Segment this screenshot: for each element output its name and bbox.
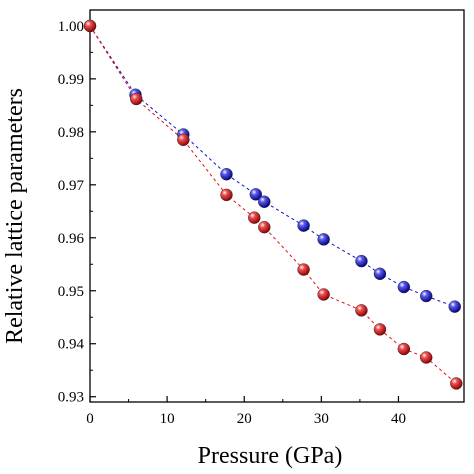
y-tick-label: 0.96 xyxy=(58,231,85,247)
series-0-point xyxy=(249,188,262,201)
x-axis-title: Pressure (GPa) xyxy=(198,443,343,469)
series-1-point xyxy=(130,92,143,106)
y-tick-label: 0.98 xyxy=(58,125,84,141)
series-1-point xyxy=(220,188,233,202)
series-0-point xyxy=(297,219,310,232)
y-axis-title: Relative lattice parameters xyxy=(2,88,28,344)
y-tick-label: 1.00 xyxy=(58,19,84,35)
y-tick-label: 0.95 xyxy=(58,284,84,300)
series-1-point xyxy=(355,304,368,317)
series-1-point xyxy=(177,133,190,146)
y-axis-ticks: 0.93 0.94 0.95 0.96 0.97 0.98 0.99 1.00 xyxy=(58,19,96,406)
series-0-point xyxy=(355,254,368,268)
x-axis-ticks: 0 10 20 30 40 xyxy=(86,396,406,427)
series-0-point xyxy=(448,300,461,313)
series-1-point xyxy=(297,263,310,276)
series-layer xyxy=(83,19,463,390)
series-0-point xyxy=(373,267,387,281)
series-1-point xyxy=(248,211,261,224)
x-tick-label: 30 xyxy=(314,411,329,427)
x-tick-label: 20 xyxy=(237,411,252,427)
series-0-point xyxy=(397,280,411,294)
series-1-point xyxy=(450,377,463,390)
series-1-line xyxy=(89,25,457,384)
y-tick-label: 0.99 xyxy=(58,72,84,88)
series-1-point xyxy=(397,342,411,356)
x-tick-label: 40 xyxy=(391,411,406,427)
y-tick-label: 0.93 xyxy=(58,390,84,406)
series-0-point xyxy=(420,289,433,303)
series-0-line xyxy=(89,25,455,308)
x-tick-label: 0 xyxy=(86,411,94,427)
series-0-point xyxy=(317,233,330,246)
series-1-point xyxy=(420,351,433,364)
series-1-point xyxy=(317,288,330,301)
y-tick-label: 0.97 xyxy=(58,178,85,194)
series-0-point xyxy=(258,195,271,208)
series-1-point xyxy=(258,220,271,234)
y-tick-label: 0.94 xyxy=(58,337,85,353)
x-tick-label: 10 xyxy=(160,411,175,427)
series-1-point xyxy=(373,323,387,336)
series-0-point xyxy=(220,168,233,181)
series-1-point xyxy=(83,19,97,33)
plot-frame xyxy=(89,9,465,403)
